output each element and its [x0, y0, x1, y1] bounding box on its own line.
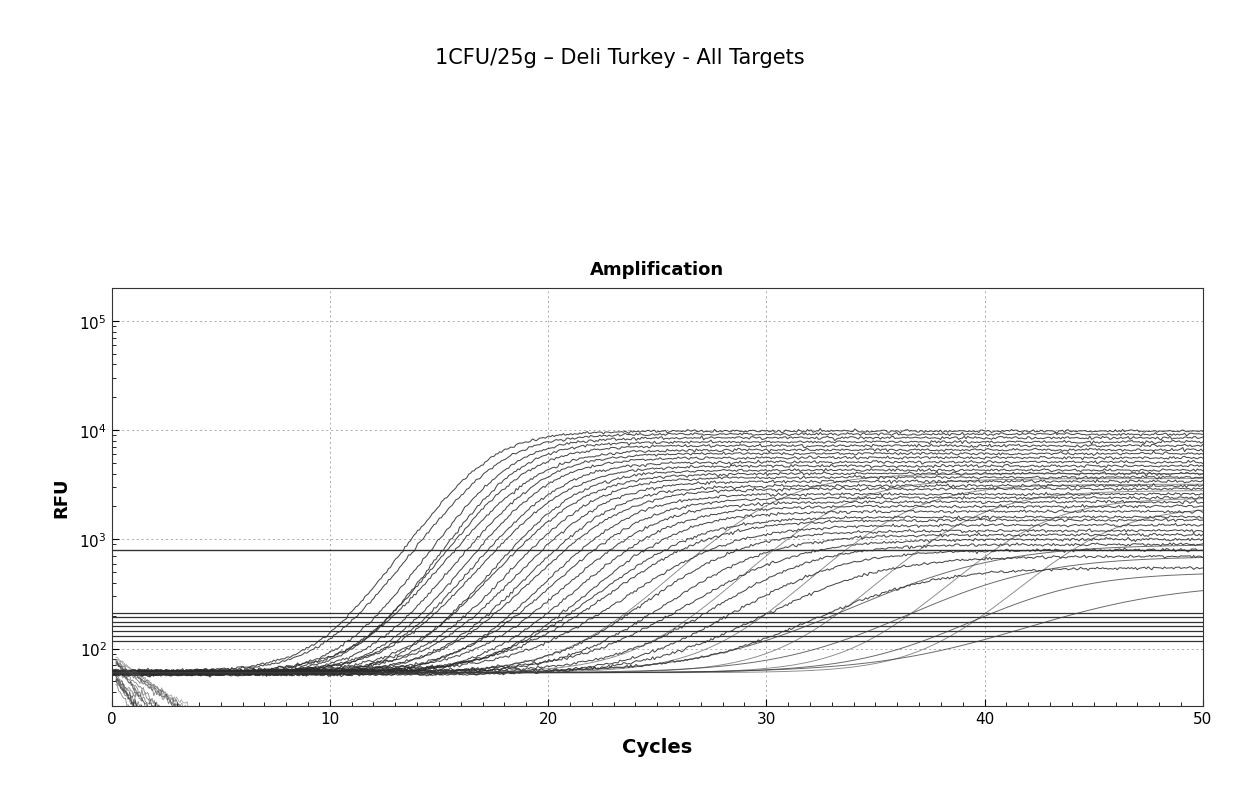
Title: Amplification: Amplification [590, 261, 724, 279]
Y-axis label: RFU: RFU [53, 477, 71, 517]
Text: 1CFU/25g – Deli Turkey - All Targets: 1CFU/25g – Deli Turkey - All Targets [435, 48, 805, 68]
X-axis label: Cycles: Cycles [622, 737, 692, 755]
